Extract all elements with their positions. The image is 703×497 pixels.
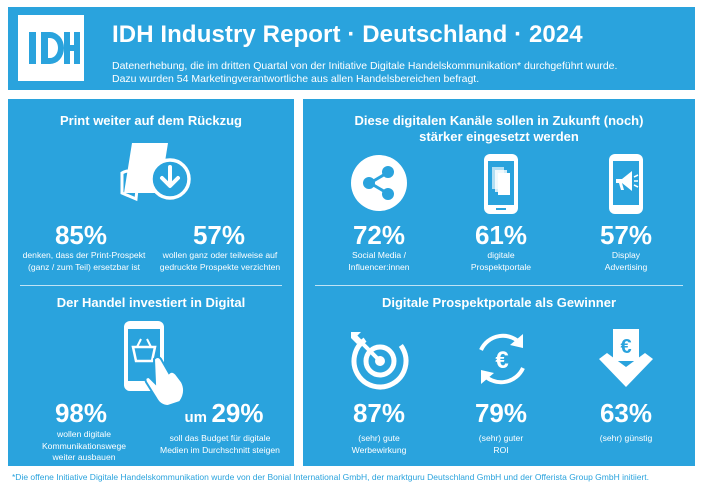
- stat-line: Advertising: [604, 261, 648, 272]
- title-line: Diese digitalen Kanäle sollen in Zukunft…: [354, 113, 644, 128]
- stat-line: soll das Budget für digitale: [169, 433, 271, 443]
- stat-line: Social Media /: [352, 250, 406, 260]
- stat-line: (ganz / zum Teil) ersetzbar ist: [27, 261, 141, 272]
- mobile-pages-icon: [484, 154, 518, 214]
- target-icon: [351, 332, 409, 390]
- channel-value: 57%: [599, 220, 653, 250]
- stat-line: denken, dass der Print-Prospekt: [22, 250, 146, 260]
- stat-description: denken, dass der Print-Prospekt (ganz / …: [14, 250, 154, 273]
- right-panel: Diese digitalen Kanäle sollen in Zukunft…: [303, 99, 695, 466]
- channel-description: digitale Prospektportale: [441, 250, 561, 273]
- euro-arrow-down-icon: €: [599, 329, 653, 387]
- stat-line: (sehr) gute: [358, 433, 400, 443]
- channel-description: Social Media / Influencer:innen: [319, 250, 439, 273]
- report-subtitle: Datenerhebung, die im dritten Quartal vo…: [112, 60, 692, 86]
- section-divider: [20, 285, 282, 286]
- winners-section-title: Digitale Prospektportale als Gewinner: [381, 295, 617, 310]
- stat-value: 85%: [54, 220, 108, 250]
- channel-value: 61%: [474, 220, 528, 250]
- stat-value: 29%: [211, 398, 264, 428]
- stat-line: ROI: [493, 444, 509, 455]
- stat-line: wollen digitale: [57, 429, 111, 439]
- stat-line: Display: [611, 250, 641, 260]
- left-panel: Print weiter auf dem Rückzug 85% denken,…: [8, 99, 294, 466]
- channel-description: Display Advertising: [566, 250, 686, 273]
- winner-value: 87%: [352, 398, 406, 428]
- share-icon: [351, 155, 407, 211]
- euro-cycle-icon: €: [479, 333, 525, 385]
- footnote: *Die offene Initiative Digitale Handelsk…: [12, 472, 650, 482]
- idh-logo-icon: [18, 15, 84, 81]
- stat-line: weiter ausbauen: [52, 452, 116, 462]
- stat-line: Prospektportale: [470, 261, 532, 272]
- title-line: stärker eingesetzt werden: [419, 129, 579, 144]
- stat-prefix: um: [184, 409, 208, 426]
- subtitle-line: Dazu wurden 54 Marketingverantwortliche …: [112, 73, 480, 85]
- stat-line: Medien im Durchschnitt steigen: [160, 444, 280, 455]
- stat-description: soll das Budget für digitale Medien im D…: [150, 433, 290, 456]
- stat-line: gedruckte Prospekte verzichten: [159, 261, 281, 272]
- winner-description: (sehr) gute Werbewirkung: [319, 433, 439, 456]
- stat-description: wollen ganz oder teilweise auf gedruckte…: [150, 250, 290, 273]
- print-section-title: Print weiter auf dem Rückzug: [59, 113, 243, 128]
- channels-section-title: Diese digitalen Kanäle sollen in Zukunft…: [303, 113, 695, 145]
- svg-text:€: €: [620, 336, 631, 358]
- report-header: IDH Industry Report · Deutschland · 2024…: [8, 7, 695, 90]
- phone-basket-hand-icon: [124, 321, 186, 407]
- stat-value: 57%: [192, 220, 246, 250]
- flyer-download-icon: [120, 143, 191, 202]
- megaphone-phone-icon: [609, 154, 643, 214]
- channel-value: 72%: [352, 220, 406, 250]
- winner-description: (sehr) günstig: [566, 433, 686, 445]
- subtitle-line: Datenerhebung, die im dritten Quartal vo…: [112, 60, 618, 72]
- stat-line: Werbewirkung: [351, 444, 407, 455]
- stat-line: Kommunikationswege: [41, 440, 127, 451]
- winner-value: 63%: [599, 398, 653, 428]
- stat-line: Influencer:innen: [348, 261, 410, 272]
- budget-stat: um 29%: [158, 399, 290, 432]
- stat-line: (sehr) guter: [478, 433, 524, 443]
- stat-line: wollen ganz oder teilweise auf: [162, 250, 278, 260]
- winner-description: (sehr) guter ROI: [441, 433, 561, 456]
- report-title: IDH Industry Report · Deutschland · 2024: [112, 21, 583, 48]
- stat-line: digitale: [487, 250, 515, 260]
- stat-line: (sehr) günstig: [599, 433, 653, 443]
- invest-section-title: Der Handel investiert in Digital: [56, 295, 246, 310]
- stat-description: wollen digitale Kommunikationswege weite…: [14, 429, 154, 464]
- winner-value: 79%: [474, 398, 528, 428]
- svg-text:€: €: [495, 347, 508, 374]
- section-divider: [315, 285, 683, 286]
- stat-value: 98%: [54, 398, 108, 428]
